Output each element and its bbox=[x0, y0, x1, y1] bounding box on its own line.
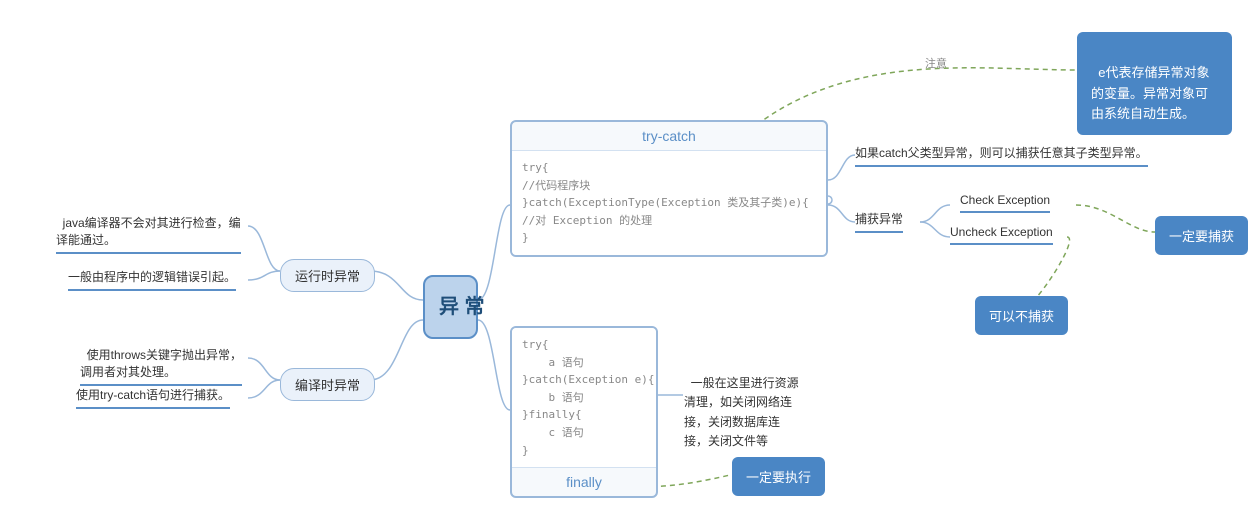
trycatch-code: try{ //代码程序块 }catch(ExceptionType(Except… bbox=[512, 151, 826, 255]
runtime-note-1: java编译器不会对其进行检查，编 译能通过。 bbox=[56, 200, 241, 254]
runtime-exception-node[interactable]: 运行时异常 bbox=[280, 259, 375, 292]
must-catch-box: 一定要捕获 bbox=[1155, 216, 1248, 255]
trycatch-card[interactable]: try-catch try{ //代码程序块 }catch(ExceptionT… bbox=[510, 120, 828, 257]
root-node[interactable]: 异 常 bbox=[423, 275, 478, 339]
must-exec-box: 一定要执行 bbox=[732, 457, 825, 496]
compile-note-2: 使用try-catch语句进行捕获。 bbox=[76, 386, 230, 409]
capture-exception-label: 捕获异常 bbox=[855, 210, 903, 233]
check-exception: Check Exception bbox=[960, 193, 1050, 213]
finally-card[interactable]: try{ a 语句 }catch(Exception e){ b 语句 }fin… bbox=[510, 326, 658, 498]
uncheck-exception: Uncheck Exception bbox=[950, 225, 1053, 245]
catch-rule: 如果catch父类型异常，则可以捕获任意其子类型异常。 bbox=[855, 144, 1148, 167]
runtime-exception-label: 运行时异常 bbox=[295, 269, 360, 284]
annotation-label: 注意 bbox=[925, 55, 947, 71]
finally-code: try{ a 语句 }catch(Exception e){ b 语句 }fin… bbox=[512, 328, 656, 467]
compile-note-1: 使用throws关键字抛出异常， 调用者对其处理。 bbox=[80, 332, 242, 386]
may-skip-box: 可以不捕获 bbox=[975, 296, 1068, 335]
trycatch-title: try-catch bbox=[512, 122, 826, 151]
runtime-note-2: 一般由程序中的逻辑错误引起。 bbox=[68, 268, 236, 291]
annotation-box: e代表存储异常对象 的变量。异常对象可 由系统自动生成。 bbox=[1077, 32, 1232, 135]
root-label: 异 常 bbox=[439, 296, 485, 318]
compile-exception-label: 编译时异常 bbox=[295, 378, 360, 393]
finally-note: 一般在这里进行资源 清理，如关闭网络连 接，关闭数据库连 接，关闭文件等 bbox=[684, 355, 799, 451]
finally-title: finally bbox=[512, 467, 656, 496]
compile-exception-node[interactable]: 编译时异常 bbox=[280, 368, 375, 401]
